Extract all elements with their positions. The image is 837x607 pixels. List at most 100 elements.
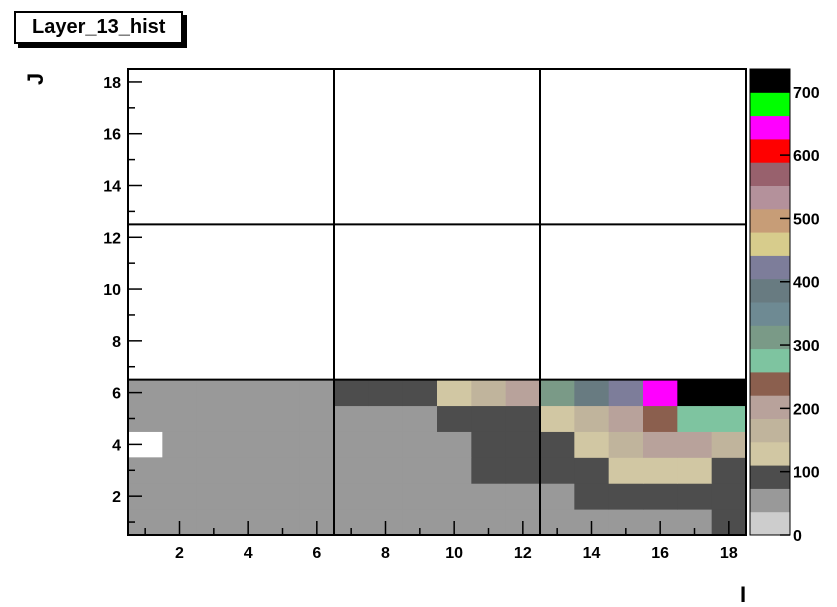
y-tick-label: 18 (103, 75, 121, 92)
x-tick-label: 4 (244, 545, 253, 562)
heatmap-cell (402, 379, 438, 407)
heatmap-cell (196, 431, 232, 458)
heatmap-cell (437, 483, 472, 510)
palette-band (750, 278, 790, 303)
palette-band (750, 488, 790, 513)
palette-band (750, 348, 790, 373)
heatmap-cell (299, 379, 335, 407)
heatmap-cell (334, 431, 369, 458)
axes: 2 4 6 8 10 12 14 16 18 2 4 6 8 10 12 14 16 18 (103, 75, 738, 562)
heatmap-cell (471, 457, 507, 484)
palette-band (750, 441, 790, 466)
heatmap-cell (299, 483, 335, 510)
y-tick-label: 8 (112, 334, 121, 351)
palette-band (750, 115, 790, 140)
heatmap-cell (162, 405, 198, 432)
palette-band (750, 162, 790, 186)
heatmap-cell (437, 457, 472, 484)
heatmap-cell (402, 483, 438, 510)
palette-band (750, 465, 790, 489)
x-tick-label: 2 (175, 545, 184, 562)
palette-band (750, 371, 790, 396)
y-tick-label: 4 (112, 437, 121, 454)
heatmap-cell (574, 431, 610, 458)
palette-tick-label: 0 (793, 528, 802, 545)
heatmap-cell (196, 379, 232, 407)
heatmap-cell (402, 405, 438, 432)
x-tick-label: 8 (381, 545, 390, 562)
heatmap-cell (162, 431, 198, 458)
heatmap-cell (677, 457, 713, 484)
heatmap-cell (505, 457, 541, 484)
heatmap-cell (608, 457, 644, 484)
heatmap-cell (540, 457, 575, 484)
heatmap-cell (677, 483, 713, 510)
color-palette: 0 100 200 300 400 500 600 700 (749, 68, 820, 545)
heatmap-cell (574, 457, 610, 484)
palette-band (750, 511, 790, 536)
heatmap-cell (471, 431, 507, 458)
heatmap-cell (437, 405, 472, 432)
heatmap-cell (711, 431, 747, 458)
heatmap-cell (643, 457, 678, 484)
heatmap-cell (231, 457, 266, 484)
heatmap-cell (231, 379, 266, 407)
heatmap-cell (677, 431, 713, 458)
x-tick-label: 6 (312, 545, 321, 562)
heatmap-cell (574, 405, 610, 432)
y-tick-label: 6 (112, 386, 121, 403)
palette-tick-label: 600 (793, 148, 820, 165)
palette-band (750, 232, 790, 256)
heatmap-cell (540, 431, 575, 458)
palette-frame (749, 68, 791, 536)
heatmap-cell (540, 405, 575, 432)
palette-band (750, 418, 790, 443)
y-tick-label: 10 (103, 282, 121, 299)
heatmap-cell (162, 457, 198, 484)
palette-band (750, 208, 790, 233)
heatmap-cell (231, 405, 266, 432)
heatmap-cell (334, 379, 369, 407)
palette-band (750, 325, 790, 350)
x-tick-label: 16 (651, 545, 669, 562)
heatmap-cell (505, 405, 541, 432)
palette-band (750, 302, 790, 326)
heatmap-cell (608, 483, 644, 510)
heatmap-cell (196, 457, 232, 484)
heatmap-cell (711, 457, 747, 484)
heatmap-cell (505, 431, 541, 458)
palette-band (750, 395, 790, 419)
heatmap-cell (368, 483, 404, 510)
palette-tick-label: 400 (793, 275, 820, 292)
heatmap-cell (711, 405, 747, 432)
heatmap-cell (368, 405, 404, 432)
heatmap-cell (299, 457, 335, 484)
heatmap-cell (505, 483, 541, 510)
palette-band (750, 185, 790, 210)
x-axis-label: I (740, 582, 746, 607)
heatmap-cell (265, 457, 301, 484)
heatmap-cell (196, 483, 232, 510)
y-tick-label: 2 (112, 489, 121, 506)
heatmap-cell (368, 457, 404, 484)
heatmap-cell (643, 405, 678, 432)
palette-band (750, 255, 790, 280)
heatmap-cell (402, 431, 438, 458)
heatmap-cell (265, 405, 301, 432)
heatmap-cell (368, 431, 404, 458)
y-tick-label: 16 (103, 127, 121, 144)
x-tick-label: 10 (445, 545, 463, 562)
heatmap-cells (128, 379, 747, 536)
palette-band (750, 138, 790, 163)
heatmap-cell (265, 379, 301, 407)
heatmap-cell (471, 483, 507, 510)
palette-band (750, 69, 790, 93)
y-axis-label: J (23, 73, 48, 85)
palette-tick-label: 500 (793, 211, 820, 228)
y-tick-label: 12 (103, 230, 121, 247)
heatmap-cell (643, 379, 678, 407)
heatmap-cell (608, 379, 644, 407)
heatmap-cell (711, 379, 747, 407)
heatmap-cell (299, 405, 335, 432)
heatmap-cell (711, 483, 747, 510)
